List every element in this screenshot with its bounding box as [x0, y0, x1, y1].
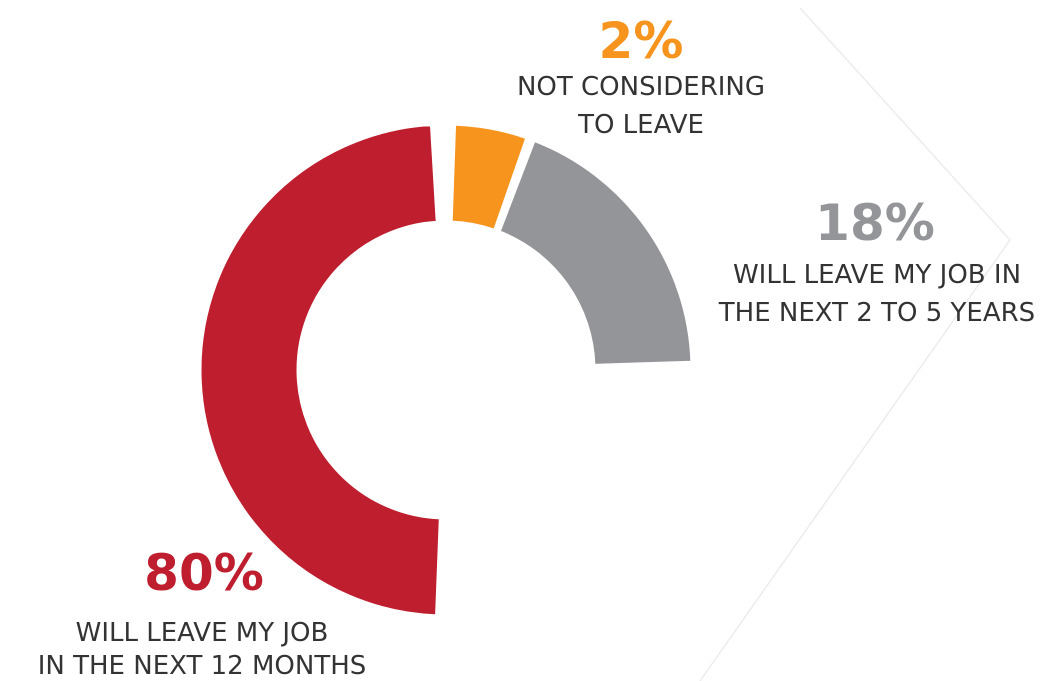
background-diamond-outline: [699, 7, 1011, 681]
slice-description-line: WILL LEAVE MY JOB IN: [733, 260, 1021, 290]
donut-slice-18: [497, 138, 694, 367]
slice-percent-label: 2%: [599, 12, 684, 70]
slice-description-line: WILL LEAVE MY JOB: [76, 618, 329, 648]
slice-description-line: IN THE NEXT 12 MONTHS: [38, 651, 367, 681]
slice-description-line: THE NEXT 2 TO 5 YEARS: [718, 298, 1035, 328]
slice-percent-label: 18%: [815, 194, 935, 252]
slice-description-line: NOT CONSIDERING: [517, 72, 765, 102]
donut-slice-80: [198, 122, 442, 618]
slice-percent-label: 80%: [144, 544, 264, 602]
donut-slices: [198, 122, 694, 618]
slice-description-line: TO LEAVE: [577, 110, 704, 140]
donut-slice-2: [449, 122, 529, 233]
